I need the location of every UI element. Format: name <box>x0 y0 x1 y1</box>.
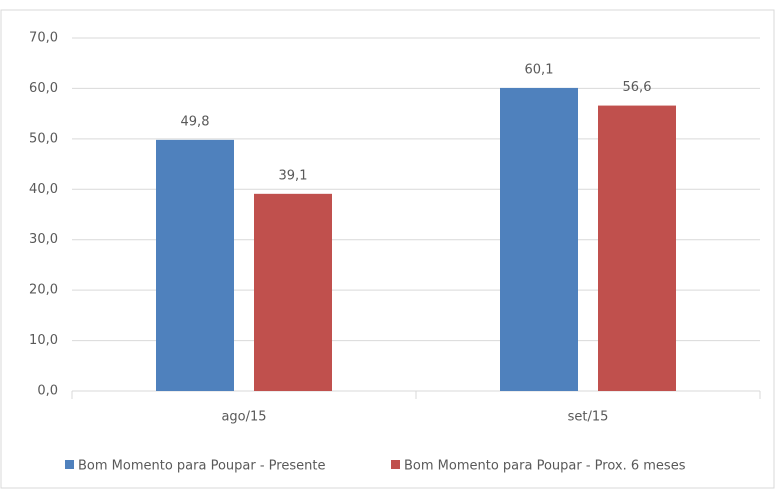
legend-label: Bom Momento para Poupar - Presente <box>78 459 325 474</box>
y-tick-label: 20,0 <box>29 283 58 298</box>
legend-swatch <box>391 460 400 469</box>
y-tick-label: 50,0 <box>29 131 58 146</box>
legend-label: Bom Momento para Poupar - Prox. 6 meses <box>404 459 686 474</box>
value-label: 39,1 <box>279 168 308 183</box>
value-label: 56,6 <box>623 80 652 95</box>
y-tick-label: 0,0 <box>37 384 58 399</box>
y-tick-label: 10,0 <box>29 333 58 348</box>
x-tick-label: set/15 <box>568 410 609 425</box>
bar <box>254 193 332 391</box>
y-tick-label: 60,0 <box>29 81 58 96</box>
value-label: 60,1 <box>525 62 554 77</box>
bar <box>500 87 578 391</box>
legend-swatch <box>65 460 74 469</box>
bar <box>156 139 234 391</box>
y-tick-label: 30,0 <box>29 232 58 247</box>
x-tick-label: ago/15 <box>221 410 266 425</box>
value-label: 49,8 <box>181 114 210 129</box>
y-tick-label: 40,0 <box>29 182 58 197</box>
y-tick-label: 70,0 <box>29 31 58 46</box>
bar <box>598 105 676 392</box>
